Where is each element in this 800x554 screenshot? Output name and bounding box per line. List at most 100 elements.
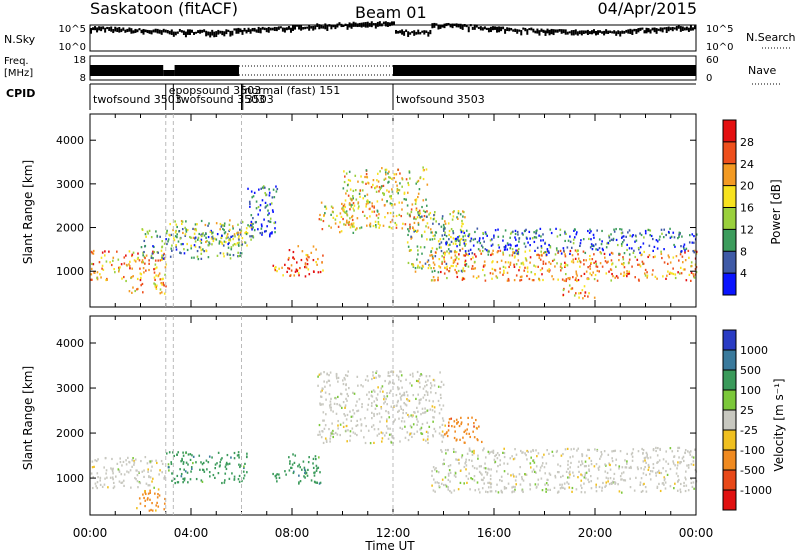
heatmap-cell: [583, 465, 586, 468]
heatmap-cell: [522, 451, 524, 454]
heatmap-cell: [312, 258, 315, 262]
heatmap-cell: [452, 211, 454, 214]
heatmap-cell: [444, 231, 446, 234]
heatmap-cell: [514, 232, 517, 236]
heatmap-cell: [349, 226, 352, 229]
noise-mark: [370, 21, 373, 28]
heatmap-cell: [569, 276, 571, 280]
heatmap-cell: [467, 234, 470, 238]
heatmap-cell: [208, 471, 211, 474]
heatmap-cell: [467, 477, 470, 480]
heatmap-cell: [221, 224, 223, 227]
heatmap-cell: [529, 462, 532, 465]
heatmap-cell: [587, 266, 589, 269]
heatmap-cell: [275, 185, 277, 188]
heatmap-cell: [373, 206, 375, 209]
heatmap-cell: [140, 273, 143, 276]
heatmap-cell: [209, 230, 212, 233]
heatmap-cell: [598, 465, 601, 468]
heatmap-cell: [347, 429, 349, 432]
noise-mark: [215, 31, 218, 37]
heatmap-cell: [230, 235, 232, 238]
heatmap-cell: [431, 484, 433, 487]
heatmap-cell: [457, 212, 460, 215]
heatmap-cell: [131, 267, 134, 270]
heatmap-cell: [525, 258, 527, 261]
heatmap-cell: [325, 207, 328, 210]
heatmap-cell: [388, 170, 390, 173]
heatmap-cell: [441, 255, 443, 258]
heatmap-cell: [679, 266, 682, 269]
heatmap-cell: [426, 438, 429, 441]
heatmap-cell: [489, 239, 492, 242]
heatmap-cell: [137, 471, 140, 474]
heatmap-cell: [99, 483, 102, 487]
noise-mark: [225, 29, 228, 35]
heatmap-cell: [563, 249, 565, 252]
noise-mark: [538, 30, 541, 36]
noise-mark: [447, 22, 450, 26]
heatmap-cell: [343, 211, 346, 214]
heatmap-cell: [522, 263, 525, 266]
heatmap-cell: [551, 259, 554, 263]
heatmap-cell: [365, 224, 368, 227]
noise-mark: [285, 27, 288, 31]
heatmap-cell: [154, 259, 157, 262]
heatmap-cell: [157, 493, 159, 496]
heatmap-cell: [376, 413, 378, 416]
heatmap-cell: [670, 235, 673, 238]
heatmap-cell: [398, 201, 401, 204]
heatmap-cell: [497, 244, 500, 247]
heatmap-cell: [261, 233, 263, 236]
heatmap-cell: [464, 259, 467, 262]
heatmap-cell: [271, 231, 273, 234]
heatmap-cell: [345, 211, 347, 214]
heatmap-cell: [411, 372, 414, 375]
heatmap-cell: [399, 182, 401, 185]
heatmap-cell: [454, 251, 456, 254]
heatmap-cell: [478, 239, 481, 242]
noise-mark: [481, 27, 484, 31]
heatmap-cell: [564, 239, 566, 243]
heatmap-cell: [429, 387, 432, 390]
heatmap-cell: [452, 232, 455, 235]
heatmap-cell: [232, 227, 234, 230]
heatmap-cell: [171, 244, 173, 247]
heatmap-cell: [462, 277, 465, 280]
heatmap-cell: [512, 251, 514, 254]
heatmap-cell: [422, 438, 425, 441]
heatmap-cell: [579, 259, 581, 263]
heatmap-cell: [514, 236, 516, 239]
heatmap-cell: [452, 237, 455, 240]
heatmap-cell: [647, 468, 650, 471]
heatmap-cell: [317, 257, 319, 261]
heatmap-cell: [496, 251, 499, 254]
heatmap-cell: [606, 261, 608, 264]
noise-mark: [599, 30, 602, 33]
heatmap-cell: [353, 204, 356, 207]
heatmap-cell: [442, 463, 444, 466]
heatmap-cell: [378, 432, 380, 435]
heatmap-cell: [503, 455, 506, 459]
heatmap-cell: [185, 230, 188, 233]
heatmap-cell: [475, 255, 477, 258]
heatmap-cell: [335, 412, 338, 415]
heatmap-cell: [687, 464, 690, 467]
heatmap-cell: [576, 274, 578, 277]
heatmap-cell: [112, 256, 115, 259]
heatmap-cell: [587, 229, 589, 233]
noise-mark: [332, 24, 335, 28]
heatmap-cell: [149, 498, 151, 501]
heatmap-cell: [165, 238, 167, 241]
heatmap-cell: [515, 249, 517, 252]
heatmap-cell: [340, 393, 343, 396]
heatmap-cell: [422, 199, 425, 202]
heatmap-cell: [310, 251, 313, 254]
heatmap-cell: [151, 252, 154, 255]
heatmap-cell: [425, 204, 428, 207]
heatmap-cell: [271, 232, 273, 235]
heatmap-cell: [447, 474, 450, 477]
heatmap-cell: [568, 472, 571, 475]
heatmap-cell: [406, 431, 409, 434]
heatmap-cell: [676, 480, 679, 483]
